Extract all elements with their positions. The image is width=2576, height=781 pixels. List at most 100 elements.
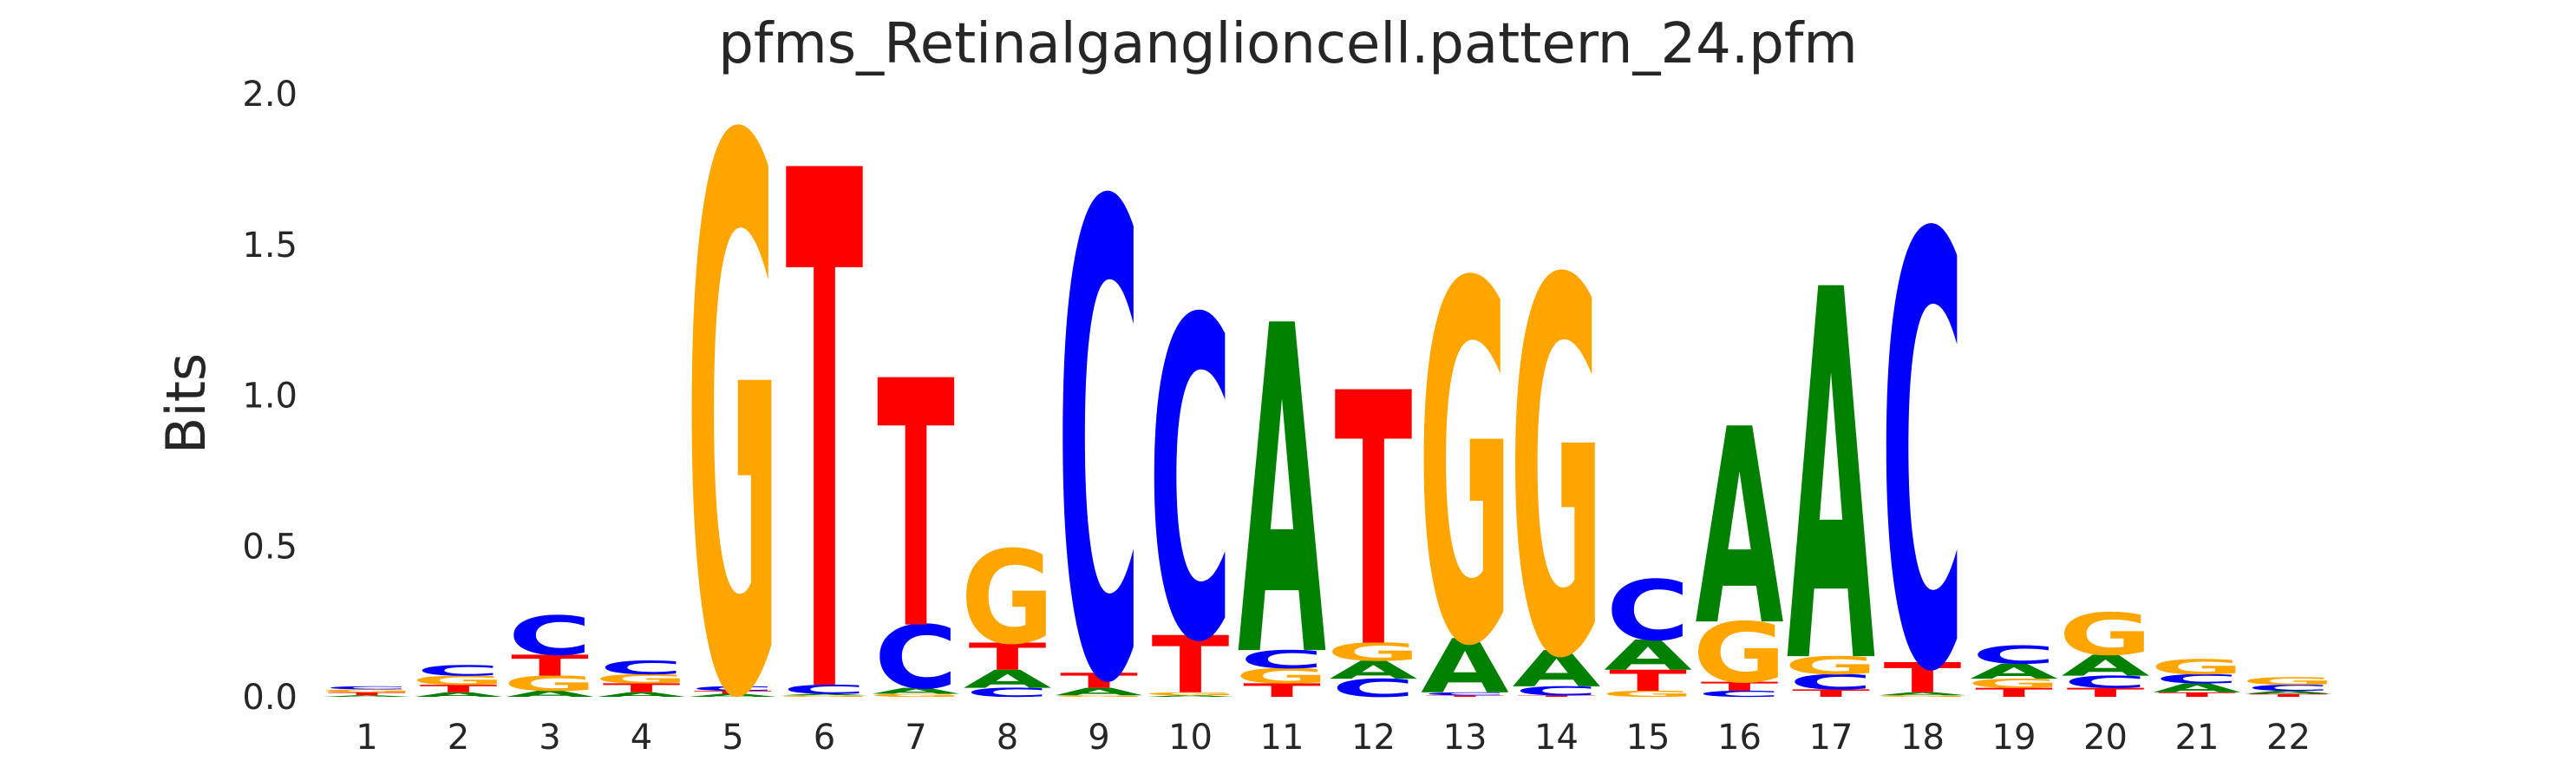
x-tick-label: 15 bbox=[1626, 718, 1670, 758]
logo-letter-A-pos-2: A bbox=[415, 691, 503, 698]
logo-letter-T-pos-17: T bbox=[1792, 687, 1870, 699]
logo-letter-G-pos-12: G bbox=[1326, 638, 1420, 666]
y-tick-label: 1.5 bbox=[242, 226, 297, 266]
x-tick-label: 1 bbox=[356, 718, 377, 758]
logo-letter-A-pos-15: A bbox=[1604, 632, 1692, 679]
logo-letter-G-pos-20: G bbox=[2059, 601, 2153, 668]
logo-letter-T-pos-9: T bbox=[1060, 669, 1138, 693]
x-tick-label: 12 bbox=[1351, 718, 1396, 758]
x-tick-label: 17 bbox=[1809, 718, 1854, 758]
logo-letter-A-pos-7: A bbox=[872, 686, 960, 696]
x-tick-label: 20 bbox=[2083, 718, 2128, 758]
logo-letter-A-pos-22: A bbox=[2245, 690, 2333, 695]
x-tick-label: 21 bbox=[2175, 718, 2220, 758]
logo-letter-T-pos-22: T bbox=[2250, 693, 2328, 699]
y-axis-label: Bits bbox=[154, 353, 218, 454]
logo-letter-G-pos-3: G bbox=[503, 672, 597, 696]
logo-letter-A-pos-13: A bbox=[1421, 624, 1509, 711]
logo-letter-C-pos-18: C bbox=[1880, 113, 1965, 781]
logo-letter-G-pos-21: G bbox=[2150, 655, 2244, 679]
logo-letter-T-pos-15: T bbox=[1609, 664, 1687, 698]
logo-letter-A-pos-1: A bbox=[323, 695, 411, 698]
logo-letter-T-pos-7: T bbox=[877, 309, 955, 705]
x-axis-ticks: 1 2 3 4 5 6 7 8 9 10 11 12 13 14 15 16 17 18 19 20 21 22 bbox=[356, 718, 2311, 758]
logo-letter-G-pos-8: G bbox=[961, 523, 1055, 673]
logo-letter-T-pos-18: T bbox=[1884, 654, 1962, 702]
logo-letter-A-pos-16: A bbox=[1696, 373, 1784, 686]
logo-letter-T-pos-10: T bbox=[1152, 620, 1230, 712]
logo-letter-A-pos-9: A bbox=[1055, 686, 1143, 698]
x-tick-label: 7 bbox=[905, 718, 926, 758]
x-tick-label: 14 bbox=[1534, 718, 1579, 758]
logo-letter-A-pos-8: A bbox=[964, 665, 1052, 693]
logo-letter-C-pos-22: C bbox=[2246, 683, 2331, 692]
y-axis-ticks: 0.0 0.5 1.0 1.5 2.0 bbox=[242, 75, 297, 718]
logo-letter-T-pos-19: T bbox=[1975, 686, 2053, 700]
logo-letter-C-pos-8: C bbox=[965, 686, 1049, 700]
logo-letter-G-pos-15: G bbox=[1601, 689, 1695, 699]
logo-letter-G-pos-2: G bbox=[412, 673, 506, 688]
logo-letter-G-pos-22: G bbox=[2242, 675, 2336, 687]
logo-letter-C-pos-9: C bbox=[1057, 69, 1141, 781]
x-tick-label: 4 bbox=[631, 718, 652, 758]
logo-letter-C-pos-12: C bbox=[1331, 674, 1415, 703]
logo-letter-G-pos-7: G bbox=[869, 693, 963, 699]
logo-letter-T-pos-20: T bbox=[2067, 686, 2145, 700]
logo-letter-G-pos-10: G bbox=[1143, 692, 1237, 697]
logo-letter-T-pos-12: T bbox=[1335, 321, 1413, 725]
logo-letter-A-pos-18: A bbox=[1879, 692, 1967, 697]
y-tick-label: 1.0 bbox=[242, 377, 297, 417]
logo-letter-C-pos-20: C bbox=[2063, 673, 2148, 692]
logo-letter-G-pos-1: G bbox=[320, 688, 414, 693]
logo-letter-T-pos-8: T bbox=[969, 635, 1047, 679]
logo-letter-G-pos-4: G bbox=[595, 672, 689, 686]
logo-letter-C-pos-16: C bbox=[1697, 689, 1782, 699]
logo-letter-T-pos-14: T bbox=[1518, 695, 1596, 698]
logo-letter-A-pos-12: A bbox=[1330, 656, 1418, 685]
x-tick-label: 10 bbox=[1168, 718, 1213, 758]
logo-letter-C-pos-2: C bbox=[416, 662, 500, 679]
x-tick-label: 5 bbox=[722, 718, 743, 758]
logo-letter-A-pos-6: A bbox=[781, 693, 869, 696]
logo-letter-G-pos-11: G bbox=[1235, 664, 1329, 688]
logo-letter-G-pos-14: G bbox=[1510, 174, 1604, 771]
logo-letter-G-pos-18: G bbox=[1876, 695, 1970, 698]
logo-letter-T-pos-21: T bbox=[2158, 691, 2236, 698]
logo-letter-C-pos-13: C bbox=[1423, 692, 1507, 697]
logo-letter-C-pos-7: C bbox=[874, 607, 958, 708]
logo-letter-T-pos-11: T bbox=[1243, 679, 1321, 701]
logo-letter-C-pos-15: C bbox=[1606, 563, 1690, 660]
logo-letter-C-pos-14: C bbox=[1514, 684, 1599, 699]
logo-letter-A-pos-3: A bbox=[506, 689, 594, 699]
logo-letter-A-pos-19: A bbox=[1970, 660, 2058, 684]
logo-letter-A-pos-20: A bbox=[2062, 649, 2150, 683]
logo-letter-T-pos-1: T bbox=[328, 692, 406, 697]
logo-letter-G-pos-16: G bbox=[1693, 606, 1787, 702]
x-tick-label: 9 bbox=[1088, 718, 1109, 758]
logo-letter-A-pos-5: A bbox=[689, 693, 777, 699]
logo-letter-G-pos-5: G bbox=[686, 0, 780, 781]
x-tick-label: 22 bbox=[2266, 718, 2311, 758]
logo-letter-A-pos-17: A bbox=[1787, 186, 1876, 778]
logo-letter-G-pos-17: G bbox=[1784, 652, 1878, 680]
logo-letter-A-pos-4: A bbox=[598, 691, 686, 698]
logo-letter-G-pos-13: G bbox=[1418, 182, 1512, 755]
logo-letter-G-pos-19: G bbox=[1967, 676, 2061, 691]
logo-letter-A-pos-11: A bbox=[1238, 233, 1327, 758]
x-tick-label: 13 bbox=[1443, 718, 1487, 758]
x-tick-label: 16 bbox=[1717, 718, 1762, 758]
logo-letter-C-pos-4: C bbox=[599, 657, 683, 679]
logo-letter-G-pos-6: G bbox=[778, 695, 872, 698]
x-tick-label: 18 bbox=[1900, 718, 1945, 758]
logo-letter-C-pos-1: C bbox=[325, 686, 409, 691]
chart-title: pfms_Retinalganglioncell.pattern_24.pfm bbox=[718, 12, 1858, 76]
logo-letter-A-pos-10: A bbox=[1147, 695, 1235, 698]
logo-letter-T-pos-2: T bbox=[420, 683, 498, 695]
x-tick-label: 3 bbox=[539, 718, 560, 758]
x-tick-label: 6 bbox=[814, 718, 835, 758]
logo-letter-A-pos-21: A bbox=[2153, 681, 2241, 696]
y-tick-label: 0.0 bbox=[242, 678, 297, 718]
logo-letter-C-pos-19: C bbox=[1972, 641, 2056, 670]
logo-letter-C-pos-6: C bbox=[782, 682, 866, 697]
